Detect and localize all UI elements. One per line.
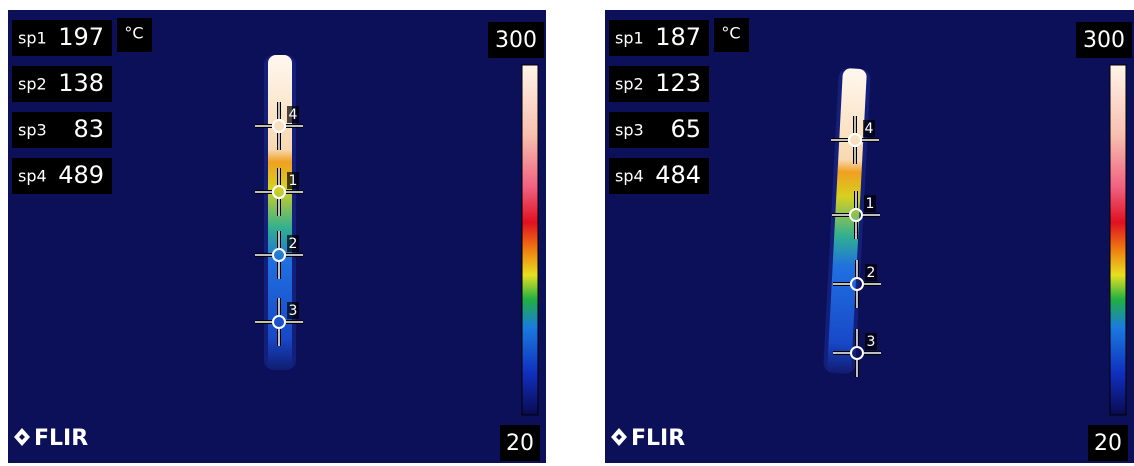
spot-label: sp2 — [615, 75, 644, 94]
marker-label: 4 — [289, 107, 298, 123]
marker-label: 2 — [289, 236, 298, 252]
thermal-panel: sp1 197 sp2 138 sp3 83 sp4 489 °C 300 20 FLIR 4 1 2 3 — [8, 10, 546, 463]
unit-label: °C — [124, 24, 143, 43]
spot-label: sp1 — [18, 29, 47, 48]
marker-label: 1 — [289, 173, 298, 189]
logo-text: FLIR — [34, 426, 88, 451]
spot-label: sp2 — [18, 75, 47, 94]
thermal-screenshots: sp1197sp2138sp383sp4489°C30020FLIR4123sp… — [0, 0, 1134, 466]
spot-value: 123 — [655, 69, 701, 97]
spot-label: sp3 — [18, 121, 47, 140]
marker-label: 3 — [289, 303, 298, 319]
spot-value: 138 — [58, 69, 104, 97]
page: sp1197sp2138sp383sp4489°C30020FLIR4123sp… — [0, 0, 1134, 466]
spot-label: sp1 — [615, 29, 644, 48]
logo-text: FLIR — [631, 426, 685, 451]
unit-label: °C — [721, 24, 740, 43]
spot-value: 65 — [670, 115, 701, 143]
spot-value: 489 — [58, 161, 104, 189]
spot-label: sp4 — [18, 167, 47, 186]
spot-value: 484 — [655, 161, 701, 189]
spot-label: sp4 — [615, 167, 644, 186]
spot-label: sp3 — [615, 121, 644, 140]
scale-min: 20 — [1094, 431, 1122, 456]
spot-value: 187 — [655, 23, 701, 51]
marker-label: 3 — [867, 334, 876, 350]
scale-max: 300 — [1083, 28, 1125, 53]
scale-min: 20 — [506, 431, 534, 456]
spot-value: 197 — [58, 23, 104, 51]
color-bar — [1110, 65, 1126, 415]
spot-value: 83 — [73, 115, 104, 143]
marker-label: 2 — [867, 265, 876, 281]
color-bar — [522, 65, 538, 415]
marker-label: 4 — [865, 121, 874, 137]
scale-max: 300 — [495, 28, 537, 53]
marker-label: 1 — [866, 196, 875, 212]
